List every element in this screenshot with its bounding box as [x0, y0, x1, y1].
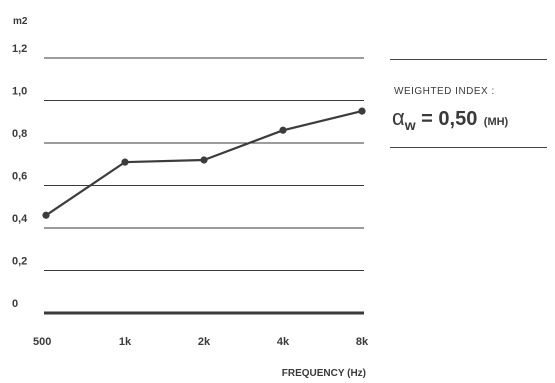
y-tick-label: 0,2	[12, 256, 27, 268]
y-tick-label: 0	[12, 298, 18, 310]
index-bottom-divider	[390, 147, 547, 148]
x-tick-label: 1k	[119, 336, 132, 348]
y-tick-label: 1,0	[12, 86, 27, 98]
weighted-index-panel: WEIGHTED INDEX : αw = 0,50 (MH)	[390, 59, 550, 149]
x-tick-label: 2k	[198, 336, 211, 348]
grid-lines	[44, 57, 364, 315]
alpha-subscript: w	[404, 117, 416, 133]
data-point	[42, 211, 50, 219]
x-axis-title: FREQUENCY (Hz)	[282, 368, 366, 379]
y-tick-labels: 0 0,2 0,4 0,6 0,8 1,0 1,2	[12, 43, 28, 310]
y-tick-label: 0,8	[12, 128, 27, 140]
data-point	[358, 107, 366, 115]
y-axis-title: m2	[13, 16, 28, 27]
x-tick-label: 4k	[277, 336, 290, 348]
weighted-index-qualifier: (MH)	[483, 116, 509, 128]
weighted-index-title: WEIGHTED INDEX :	[394, 86, 495, 97]
data-point	[279, 126, 287, 134]
weighted-index-value: αw = 0,50 (MH)	[392, 105, 509, 133]
y-tick-label: 0,4	[12, 213, 28, 225]
y-tick-label: 0,6	[12, 171, 27, 183]
data-point	[200, 156, 208, 164]
weighted-index-number: = 0,50	[415, 108, 478, 130]
x-tick-labels: 500 1k 2k 4k 8k	[33, 336, 369, 348]
data-point	[121, 158, 129, 166]
y-tick-label: 1,2	[12, 43, 27, 55]
index-top-divider	[390, 59, 547, 60]
data-points	[42, 107, 366, 219]
alpha-symbol: α	[392, 105, 405, 130]
x-tick-label: 500	[33, 336, 51, 348]
x-tick-label: 8k	[356, 336, 369, 348]
